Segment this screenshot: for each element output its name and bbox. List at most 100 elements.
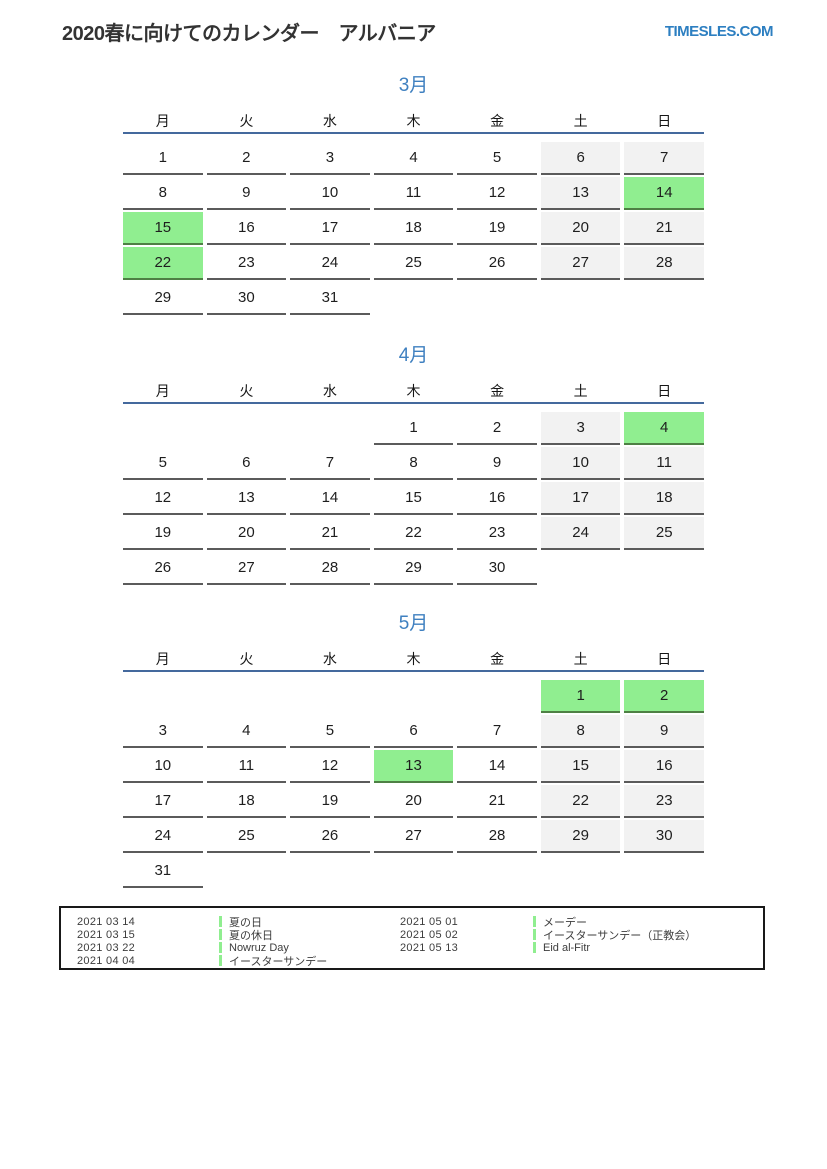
legend-date: 2021 03 14 [77, 915, 136, 928]
holiday-marker-icon [219, 929, 222, 940]
day-cell: 5 [457, 142, 537, 175]
week-row: 12 13 14 15 16 17 18 [123, 482, 704, 515]
day-cell: 11 [373, 177, 454, 210]
empty-cell [374, 680, 454, 713]
day-cell: 16 [624, 750, 704, 783]
day-cell: 10 [540, 447, 621, 480]
holiday-marker-icon [533, 942, 536, 953]
weekday-header: 火 [239, 651, 254, 667]
empty-cell [207, 680, 287, 713]
empty-cell [374, 282, 454, 315]
day-cell: 1 [123, 142, 203, 175]
day-cell: 5 [123, 447, 203, 480]
weekday-header: 日 [657, 651, 672, 667]
weekday-header: 金 [490, 651, 505, 667]
day-cell: 8 [540, 715, 621, 748]
day-cell: 20 [373, 785, 454, 818]
day-cell: 23 [624, 785, 704, 818]
holiday-marker-icon [219, 916, 222, 927]
day-cell: 10 [123, 750, 203, 783]
day-cell: 19 [457, 212, 537, 245]
legend-column: 2021 03 14 夏の日 2021 03 15 夏の休日 2021 03 22 Now… [77, 915, 400, 968]
day-cell: 27 [540, 247, 621, 280]
weekday-header: 金 [490, 383, 505, 399]
empty-cell [290, 412, 370, 445]
day-cell: 11 [624, 447, 704, 480]
day-cell: 11 [206, 750, 287, 783]
day-cell: 21 [290, 517, 370, 550]
empty-cell [207, 412, 287, 445]
day-cell: 28 [290, 552, 370, 585]
legend-date: 2021 04 04 [77, 954, 136, 967]
weekday-header-row: 月火水木金土日 [123, 648, 704, 670]
legend-holiday-name: Eid al-Fitr [543, 941, 591, 954]
weeks-grid: 1 2 3 4 5 6 7 8 9 10 11 12 13 14 15 16 17 18 19 20 21 22 23 24 2… [123, 142, 704, 315]
legend-item: 2021 03 14 夏の日 [77, 915, 400, 929]
weekday-header: 月 [155, 383, 170, 399]
day-cell: 2 [457, 412, 537, 445]
day-cell: 18 [373, 212, 454, 245]
weeks-grid: 1 2 3 4 5 6 7 8 9 10 11 12 13 14 15 16 17 18 19 20 21 22 23 24 2… [123, 680, 704, 888]
day-cell: 13 [540, 177, 621, 210]
day-cell: 3 [123, 715, 203, 748]
legend-item: 2021 04 04 イースターサンデー [77, 954, 400, 968]
day-cell: 3 [540, 412, 621, 445]
month-5月: 5月月火水木金土日 1 2 3 4 5 6 7 8 9 10 11 12 13 14 15 16 17 18 19 20… [123, 610, 704, 890]
weekday-header: 水 [322, 113, 337, 129]
week-row: 5 6 7 8 9 10 11 [123, 447, 704, 480]
legend-date: 2021 05 01 [400, 915, 459, 928]
day-cell: 9 [624, 715, 704, 748]
holiday-marker-icon [533, 916, 536, 927]
day-cell: 9 [206, 177, 287, 210]
week-row: 19 20 21 22 23 24 25 [123, 517, 704, 550]
weekday-header: 金 [490, 113, 505, 129]
day-cell: 24 [290, 247, 370, 280]
day-cell: 7 [457, 715, 537, 748]
holiday-marker-icon [219, 942, 222, 953]
day-cell: 15 [540, 750, 621, 783]
day-cell: 20 [540, 212, 621, 245]
weekday-header: 土 [573, 651, 588, 667]
day-cell: 6 [373, 715, 454, 748]
day-cell: 30 [457, 552, 537, 585]
day-cell: 13 [206, 482, 287, 515]
day-cell: 22 [373, 517, 454, 550]
empty-cell [457, 680, 537, 713]
legend-item: 2021 03 15 夏の休日 [77, 928, 400, 942]
legend-date: 2021 05 13 [400, 941, 459, 954]
weekday-header: 日 [657, 383, 672, 399]
weekday-header: 火 [239, 383, 254, 399]
week-row: 10 11 12 13 14 15 16 [123, 750, 704, 783]
day-cell: 17 [290, 212, 370, 245]
empty-cell [624, 552, 704, 585]
day-cell: 30 [624, 820, 704, 853]
weekday-rule [123, 132, 704, 134]
day-cell: 25 [206, 820, 287, 853]
weekday-rule [123, 670, 704, 672]
legend-item: 2021 03 22 Nowruz Day [77, 941, 400, 954]
empty-cell [541, 282, 621, 315]
day-cell: 25 [624, 517, 704, 550]
day-cell: 14 [457, 750, 537, 783]
empty-cell [374, 855, 454, 888]
week-row: 26 27 28 29 30 [123, 552, 704, 585]
month-title: 5月 [398, 613, 429, 634]
week-row: 15 16 17 18 19 20 21 [123, 212, 704, 245]
day-cell: 7 [290, 447, 370, 480]
day-cell: 14 [624, 177, 704, 210]
day-cell: 2 [206, 142, 287, 175]
day-cell: 18 [624, 482, 704, 515]
empty-cell [123, 412, 203, 445]
day-cell: 4 [206, 715, 287, 748]
day-cell: 12 [457, 177, 537, 210]
week-row: 17 18 19 20 21 22 23 [123, 785, 704, 818]
day-cell: 4 [624, 412, 704, 445]
site-logo-link[interactable]: TIMESLES.COM [664, 23, 774, 40]
month-4月: 4月月火水木金土日 1 2 3 4 5 6 7 8 9 10 11 12 13 14 15 16 17 18 19 20… [123, 342, 704, 587]
day-cell: 3 [290, 142, 370, 175]
legend-column: 2021 05 01 メーデー 2021 05 02 イースターサンデー（正教会） 20… [400, 915, 763, 967]
weekday-header: 月 [155, 113, 170, 129]
page-title: 2020春に向けてのカレンダー アルバニア [62, 23, 436, 45]
